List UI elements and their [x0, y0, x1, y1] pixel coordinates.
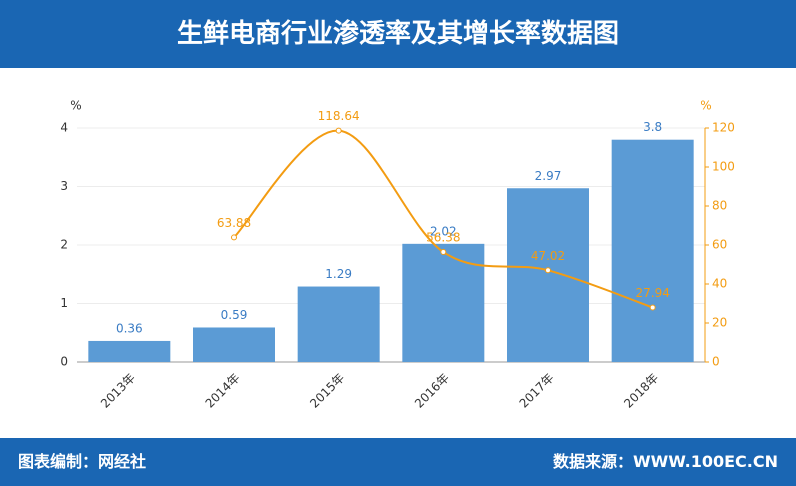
y2-tick-label: 100: [712, 160, 735, 174]
y2-tick-label: 40: [712, 277, 727, 291]
y2-tick-label: 60: [712, 238, 727, 252]
page-title: 生鲜电商行业渗透率及其增长率数据图: [0, 0, 796, 68]
x-tick-label: 2017年: [517, 371, 557, 411]
line-point: [231, 234, 237, 241]
line-value-label: 56.38: [426, 231, 460, 245]
x-tick-label: 2014年: [203, 371, 243, 411]
bar: [193, 327, 275, 362]
y2-tick-label: 0: [712, 355, 720, 369]
bar: [402, 243, 485, 362]
x-tick-label: 2016年: [412, 371, 452, 411]
bar: [88, 340, 171, 362]
bar-value-label: 0.36: [116, 321, 143, 335]
y-tick-label: 3: [60, 179, 68, 193]
bar: [611, 139, 694, 362]
y2-tick-label: 120: [712, 121, 735, 135]
x-tick-label: 2018年: [621, 371, 661, 411]
y-tick-label: 4: [60, 121, 68, 135]
bar-value-label: 0.59: [221, 308, 248, 322]
x-tick-label: 2015年: [307, 371, 347, 411]
x-tick-label: 2013年: [98, 371, 138, 411]
bar-value-label: 3.8: [643, 120, 662, 134]
y2-axis-label: %: [700, 99, 711, 113]
y2-tick-label: 20: [712, 316, 727, 330]
line-point: [440, 249, 447, 256]
line-value-label: 63.88: [217, 216, 251, 230]
line-point: [649, 304, 656, 311]
bar-value-label: 1.29: [325, 267, 352, 281]
footer-left: 图表编制：网经社: [18, 452, 147, 471]
bar-value-label: 2.97: [535, 169, 562, 183]
y-tick-label: 0: [60, 355, 68, 369]
line-value-label: 27.94: [635, 286, 669, 300]
bar-value-label: 2.02: [430, 224, 457, 238]
footer-right: 数据来源：WWW.100EC.CN: [552, 452, 778, 471]
y-tick-label: 2: [60, 238, 68, 252]
y-axis-label: %: [70, 99, 81, 113]
line-point: [545, 267, 551, 274]
line-value-label: 47.02: [531, 249, 565, 263]
line-value-label: 118.64: [318, 109, 360, 123]
line: [233, 129, 654, 309]
y2-tick-label: 80: [712, 199, 727, 213]
bar: [507, 188, 589, 362]
line-point: [335, 127, 342, 134]
bar: [297, 286, 380, 362]
footer: 图表编制：网经社 数据来源：WWW.100EC.CN: [0, 438, 796, 486]
y-tick-label: 1: [60, 296, 68, 310]
